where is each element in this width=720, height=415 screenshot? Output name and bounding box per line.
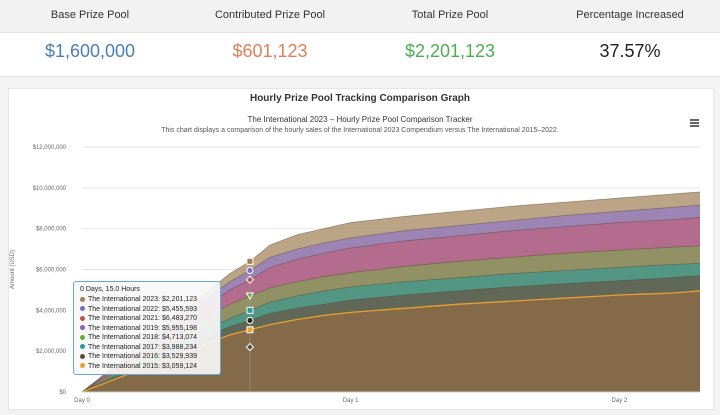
- stat-label: Percentage Increased: [576, 9, 684, 21]
- stat-value: $1,600,000: [44, 41, 136, 61]
- hover-marker: [245, 275, 255, 284]
- tooltip-row-label: The International 2015: $3,059,124: [88, 362, 197, 370]
- stat-value: $2,201,123: [404, 41, 496, 61]
- y-tick-label: $8,000,000: [36, 227, 67, 233]
- chart-tooltip: 0 Days, 15.0 Hours The International 202…: [73, 281, 221, 375]
- y-tick-label: $0: [59, 390, 66, 396]
- y-tick-label: $2,000,000: [36, 349, 67, 355]
- tooltip-header: 0 Days, 15.0 Hours: [80, 286, 140, 293]
- series-dot-icon: [80, 306, 85, 312]
- hover-marker: [245, 292, 255, 301]
- stat-label: Base Prize Pool: [50, 9, 130, 21]
- hover-marker: [246, 267, 254, 275]
- series-area: [82, 290, 700, 392]
- tooltip-row-label: The International 2021: $6,483,270: [88, 315, 197, 322]
- tooltip-row-label: The International 2018: $4,713,074: [88, 334, 197, 341]
- tooltip-row: The International 2017: $3,988,234: [80, 344, 197, 351]
- series-line: [81, 275, 701, 393]
- series-dot-icon: [80, 344, 85, 350]
- hover-marker: [246, 317, 254, 325]
- tooltip-row: The International 2016: $3,529,939: [80, 353, 197, 360]
- series-line: [81, 217, 701, 393]
- x-tick-label: Day 0: [74, 398, 90, 404]
- graph-title: Hourly Prize Pool Tracking Comparison Gr…: [249, 93, 471, 104]
- hover-marker: [246, 306, 254, 314]
- x-tick-label: Day 2: [612, 398, 628, 404]
- stat-value: $601,123: [232, 41, 308, 61]
- series-dot-icon: [80, 363, 85, 369]
- tooltip-row: The International 2021: $6,483,270: [80, 315, 197, 322]
- tooltip-row: The International 2018: $4,713,074: [80, 334, 197, 341]
- hover-marker: [246, 326, 254, 334]
- series-dot-icon: [80, 334, 85, 340]
- hover-marker: [246, 257, 254, 265]
- y-tick-label: $10,000,000: [33, 186, 67, 192]
- tooltip-row-label: The International 2017: $3,988,234: [88, 343, 197, 351]
- hamburger-menu-icon[interactable]: [690, 119, 699, 127]
- tooltip-row-label: The International 2019: $5,955,198: [88, 324, 197, 332]
- stat-label: Total Prize Pool: [411, 9, 489, 21]
- series-dot-icon: [80, 353, 85, 359]
- tooltip-row: The International 2015: $3,059,124: [80, 363, 197, 370]
- series-line: [81, 245, 701, 393]
- tooltip-row: The International 2019: $5,955,198: [80, 325, 197, 332]
- tooltip-row: The International 2023: $2,201,123: [80, 296, 197, 303]
- y-tick-label: $12,000,000: [33, 145, 67, 151]
- series-dot-icon: [80, 315, 85, 321]
- chart-title: The International 2023 – Hourly Prize Po…: [247, 115, 473, 124]
- tooltip-row-label: The International 2023: $2,201,123: [88, 296, 197, 303]
- tooltip-row-label: The International 2022: $5,455,593: [88, 305, 197, 313]
- prize-pool-stats: Base Prize Pool $1,600,000 Contributed P…: [0, 0, 720, 77]
- x-tick-label: Day 1: [343, 398, 359, 404]
- series-dot-icon: [80, 296, 85, 302]
- hover-marker: [245, 342, 255, 352]
- y-axis-label: Amount (USD): [10, 250, 16, 289]
- series-line: [81, 204, 701, 393]
- stat-value: 37.57%: [599, 41, 661, 61]
- tooltip-row-label: The International 2016: $3,529,939: [88, 353, 197, 360]
- y-tick-label: $4,000,000: [36, 308, 67, 314]
- stats-header-bar: [0, 0, 720, 33]
- stat-label: Contributed Prize Pool: [214, 9, 326, 21]
- series-dot-icon: [80, 325, 85, 331]
- y-tick-label: $6,000,000: [36, 268, 67, 274]
- tooltip-row: The International 2022: $5,455,593: [80, 306, 197, 313]
- chart-subtitle: This chart displays a comparison of the …: [161, 127, 559, 134]
